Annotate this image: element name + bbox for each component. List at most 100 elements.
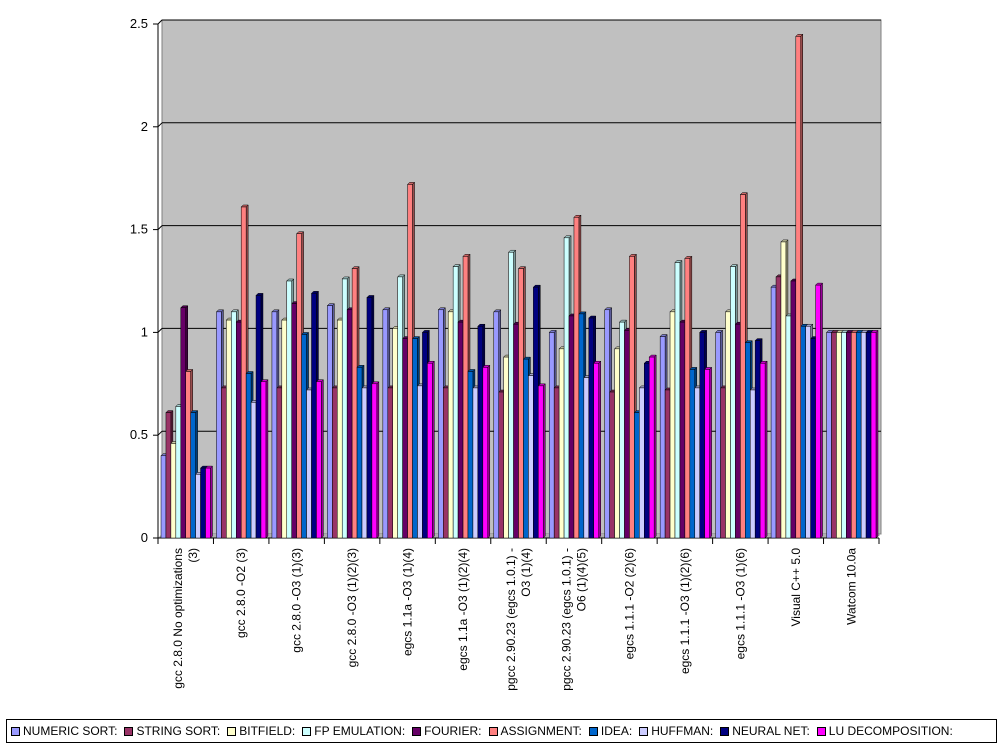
bar-front [639, 387, 645, 539]
legend-item: HUFFMAN: [639, 724, 713, 738]
x-category-label-line: gcc 2.8.0 -O3 (1)(3) [290, 548, 304, 653]
bar-front [523, 358, 529, 539]
bar-front [327, 305, 333, 539]
bar-side [432, 360, 435, 539]
bar-front [508, 251, 514, 539]
bar-front [260, 381, 267, 539]
bar-front [397, 276, 403, 539]
bar-front [306, 389, 312, 539]
bar-front [341, 278, 348, 539]
bar-front [740, 194, 746, 539]
bar-front [170, 443, 177, 539]
x-category-label: egcs 1.1a -O3 (1)(4) [401, 548, 415, 656]
bar-front [795, 36, 802, 539]
legend-item: NEURAL NET: [720, 724, 810, 738]
bar-front [735, 323, 741, 539]
bar-front [563, 237, 570, 539]
legend-label: FP EMULATION: [314, 724, 406, 738]
bar-front [609, 391, 615, 539]
bar-front [518, 268, 524, 539]
legend-swatch [488, 726, 498, 736]
bar-side [875, 329, 879, 539]
x-category-label-line: pgcc 2.90.23 (egcs 1.0.1) - [559, 548, 573, 691]
bar-front [568, 315, 575, 539]
bar-front [255, 295, 262, 539]
bar-front [443, 387, 449, 539]
bar-front [770, 286, 777, 539]
bar-front [679, 321, 686, 539]
bar-front [805, 325, 811, 539]
bar [315, 379, 324, 539]
x-category-label: egcs 1.1.1 -O3 (1)(2)(6) [678, 548, 692, 674]
bar-front [286, 280, 292, 539]
bar-front [578, 313, 585, 539]
legend-item: BITFIELD: [227, 724, 295, 738]
bar-front [548, 332, 555, 539]
bar [593, 360, 602, 539]
bar-front [730, 266, 736, 539]
bar-front [513, 323, 519, 539]
bar-side [487, 364, 491, 539]
bar-front [493, 311, 499, 539]
gridline-depth [157, 225, 163, 230]
bar-front [276, 387, 283, 539]
bar-front [477, 325, 484, 539]
bar-side [709, 366, 712, 539]
bar-front [195, 474, 201, 539]
x-category-label: Watcom 10.0a [844, 548, 858, 625]
legend-item: NUMERIC SORT: [11, 724, 117, 738]
bar-front [356, 367, 363, 539]
bar-front [438, 309, 444, 539]
bar-front [583, 377, 590, 539]
bar-front [281, 319, 288, 539]
bar-front [412, 338, 418, 539]
bar-front [851, 332, 857, 539]
bar-front [669, 311, 676, 539]
bar-front [528, 375, 534, 539]
bar-front [588, 317, 594, 539]
legend-label: IDEA: [600, 724, 633, 738]
bar-front [185, 371, 191, 539]
bar-front [346, 309, 353, 539]
bar-front [674, 262, 681, 539]
bar-front [387, 387, 393, 539]
y-tick-label: 0 [141, 530, 148, 545]
bar-front [860, 332, 867, 539]
bar-front [810, 338, 816, 539]
bar-front [775, 276, 782, 539]
bar [204, 465, 214, 539]
bar-front [648, 356, 655, 539]
bar-front [180, 307, 186, 539]
bar-front [371, 383, 378, 539]
bar-front [533, 286, 539, 539]
bar-front [870, 332, 877, 539]
x-category-label: gcc 2.8.0 -O3 (1)(3) [290, 548, 304, 653]
x-category-label: Visual C++ 5.0 [789, 548, 803, 627]
legend-item: STRING SORT: [124, 724, 220, 738]
bar-front [759, 362, 766, 539]
legend-label: LU DECOMPOSITION: [828, 724, 953, 738]
legend-swatch [11, 726, 20, 736]
legend-item: FOURIER: [412, 724, 482, 738]
bar [371, 381, 380, 539]
bar-front [240, 206, 247, 539]
bar-front [221, 387, 227, 539]
bar-front [538, 385, 544, 539]
bar-front [624, 330, 630, 539]
bar-side [542, 383, 546, 539]
bar-front [749, 389, 756, 539]
bar-front [447, 311, 454, 539]
bar-side [764, 360, 768, 539]
legend-swatch [588, 726, 598, 736]
gridline-depth [157, 19, 163, 25]
bar-front [659, 336, 666, 539]
bar-front [704, 369, 710, 539]
bar-front [634, 412, 640, 539]
bar-front [462, 256, 469, 539]
bar-front [245, 373, 252, 539]
chart-legend: NUMERIC SORT: STRING SORT: BITFIELD: FP EMU… [6, 719, 997, 743]
legend-label: HUFFMAN: [651, 724, 714, 738]
legend-label: ASSIGNMENT: [500, 724, 582, 738]
bar-front [427, 362, 433, 539]
bar [260, 379, 269, 539]
